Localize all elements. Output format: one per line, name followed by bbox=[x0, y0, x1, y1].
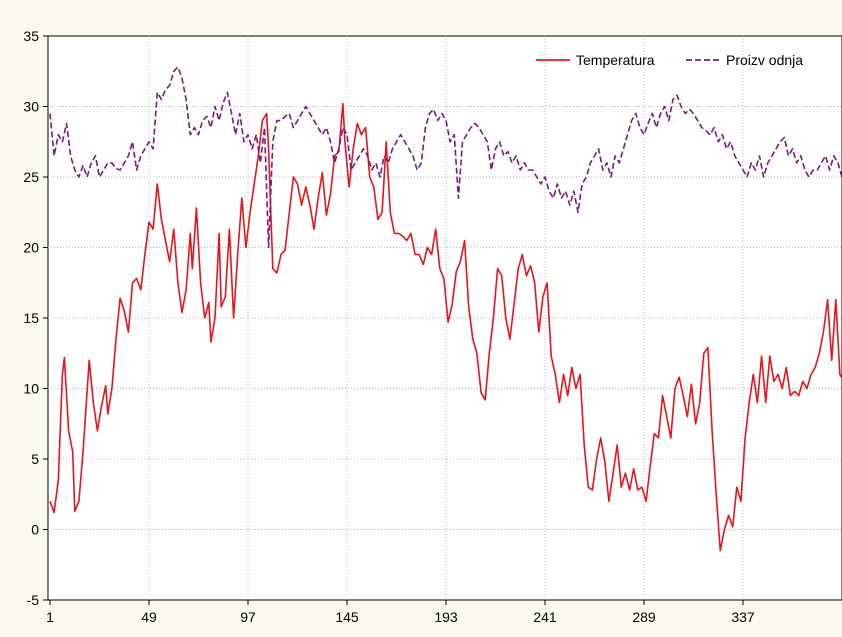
y-tick-label: 35 bbox=[23, 28, 39, 44]
x-tick-label: 49 bbox=[141, 609, 157, 625]
series-line-temperatura bbox=[49, 102, 842, 552]
series-line-proizvodnja bbox=[49, 66, 842, 249]
legend-label: Proizv odnja bbox=[726, 52, 803, 68]
x-tick-label: 337 bbox=[731, 609, 755, 625]
x-tick-label: 145 bbox=[335, 609, 359, 625]
y-tick-label: 0 bbox=[31, 522, 39, 538]
x-tick-label: 97 bbox=[240, 609, 256, 625]
legend-label: Temperatura bbox=[576, 52, 655, 68]
y-tick-label: 5 bbox=[31, 451, 39, 467]
x-tick-label: 193 bbox=[434, 609, 458, 625]
y-tick-label: 15 bbox=[23, 310, 39, 326]
y-tick-label: 20 bbox=[23, 240, 39, 256]
y-tick-label: -5 bbox=[27, 592, 40, 608]
x-tick-label: 1 bbox=[46, 609, 54, 625]
plot-area bbox=[47, 35, 842, 601]
y-tick-label: 10 bbox=[23, 381, 39, 397]
x-tick-label: 289 bbox=[632, 609, 656, 625]
y-tick-label: 30 bbox=[23, 99, 39, 115]
y-tick-label: 25 bbox=[23, 169, 39, 185]
x-tick-label: 241 bbox=[533, 609, 557, 625]
x-axis: 1 49 97 145 193 241 289 337 bbox=[46, 600, 755, 625]
series-group bbox=[49, 66, 842, 552]
legend: Temperatura Proizv odnja bbox=[536, 52, 803, 68]
y-axis: -5 0 5 10 15 20 25 30 35 bbox=[23, 28, 48, 608]
grid bbox=[48, 36, 842, 600]
